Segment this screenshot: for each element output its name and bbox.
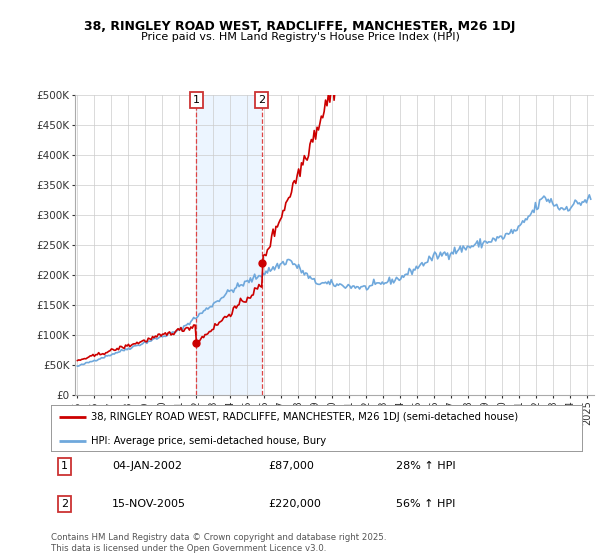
Text: £87,000: £87,000 — [269, 461, 314, 472]
Text: 2: 2 — [61, 499, 68, 509]
Text: Price paid vs. HM Land Registry's House Price Index (HPI): Price paid vs. HM Land Registry's House … — [140, 32, 460, 43]
Text: 28% ↑ HPI: 28% ↑ HPI — [396, 461, 456, 472]
Bar — [196, 95, 262, 395]
Text: 38, RINGLEY ROAD WEST, RADCLIFFE, MANCHESTER, M26 1DJ (semi-detached house): 38, RINGLEY ROAD WEST, RADCLIFFE, MANCHE… — [91, 412, 518, 422]
Text: 2: 2 — [258, 95, 265, 105]
Text: £220,000: £220,000 — [269, 499, 322, 509]
Text: 1: 1 — [193, 95, 200, 105]
Text: 04-JAN-2002: 04-JAN-2002 — [112, 461, 182, 472]
Text: 1: 1 — [61, 461, 68, 472]
Text: HPI: Average price, semi-detached house, Bury: HPI: Average price, semi-detached house,… — [91, 436, 326, 446]
Text: 38, RINGLEY ROAD WEST, RADCLIFFE, MANCHESTER, M26 1DJ: 38, RINGLEY ROAD WEST, RADCLIFFE, MANCHE… — [85, 20, 515, 32]
Text: 15-NOV-2005: 15-NOV-2005 — [112, 499, 186, 509]
Text: Contains HM Land Registry data © Crown copyright and database right 2025.
This d: Contains HM Land Registry data © Crown c… — [51, 533, 386, 553]
Text: 56% ↑ HPI: 56% ↑ HPI — [396, 499, 455, 509]
